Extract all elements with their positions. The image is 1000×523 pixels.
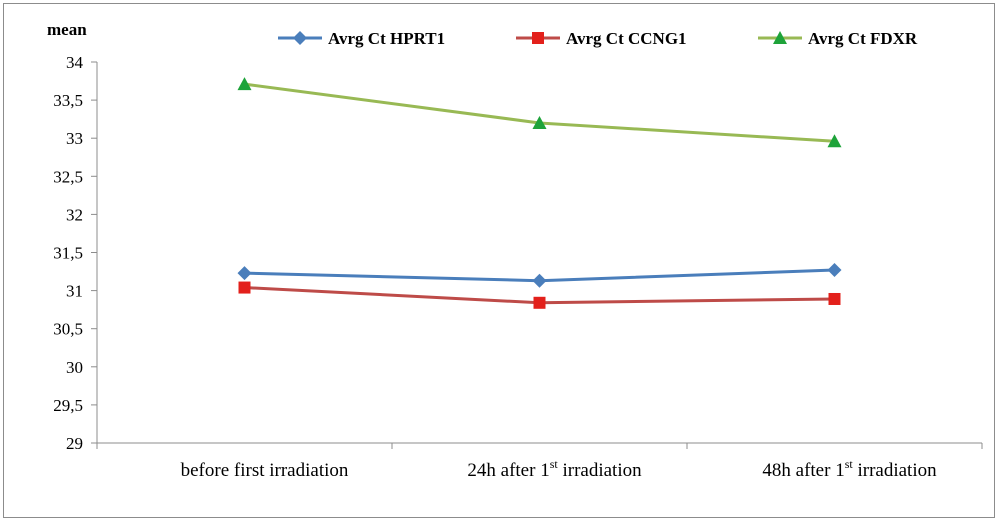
- y-tick-label: 32: [66, 205, 83, 224]
- legend-label: Avrg Ct FDXR: [808, 29, 918, 48]
- y-tick-label: 30,5: [53, 320, 83, 339]
- data-point-avrg-ct-hprt1[interactable]: [237, 266, 252, 281]
- data-point-avrg-ct-fdxr[interactable]: [237, 77, 252, 91]
- series-line-avrg-ct-fdxr: [244, 82, 835, 143]
- y-tick-label: 29: [66, 434, 83, 453]
- legend-label: Avrg Ct CCNG1: [566, 29, 687, 48]
- chart-frame: [3, 3, 995, 518]
- x-category-label: before first irradiation: [181, 460, 349, 481]
- data-point-avrg-ct-fdxr[interactable]: [532, 115, 547, 129]
- data-point-avrg-ct-ccng1[interactable]: [238, 281, 251, 294]
- data-point-avrg-ct-fdxr[interactable]: [827, 134, 842, 148]
- x-category-label: 48h after 1st irradiation: [762, 457, 937, 481]
- y-tick-label: 33,5: [53, 91, 83, 110]
- y-tick-label: 34: [66, 53, 84, 72]
- x-category-label: 24h after 1st irradiation: [467, 457, 642, 481]
- y-axis-title: mean: [47, 20, 87, 39]
- y-tick-label: 29,5: [53, 396, 83, 415]
- y-tick-label: 31: [66, 282, 83, 301]
- data-point-avrg-ct-hprt1[interactable]: [827, 263, 842, 278]
- data-point-avrg-ct-ccng1[interactable]: [533, 296, 546, 309]
- data-point-avrg-ct-hprt1[interactable]: [532, 273, 547, 288]
- data-point-avrg-ct-ccng1[interactable]: [828, 292, 841, 305]
- legend-label: Avrg Ct HPRT1: [328, 29, 445, 48]
- y-tick-label: 31,5: [53, 244, 83, 263]
- legend-marker[interactable]: [532, 32, 544, 44]
- legend-marker[interactable]: [773, 31, 787, 44]
- y-tick-label: 33: [66, 129, 83, 148]
- y-tick-label: 32,5: [53, 167, 83, 186]
- y-tick-label: 30: [66, 358, 83, 377]
- legend-marker[interactable]: [293, 31, 307, 45]
